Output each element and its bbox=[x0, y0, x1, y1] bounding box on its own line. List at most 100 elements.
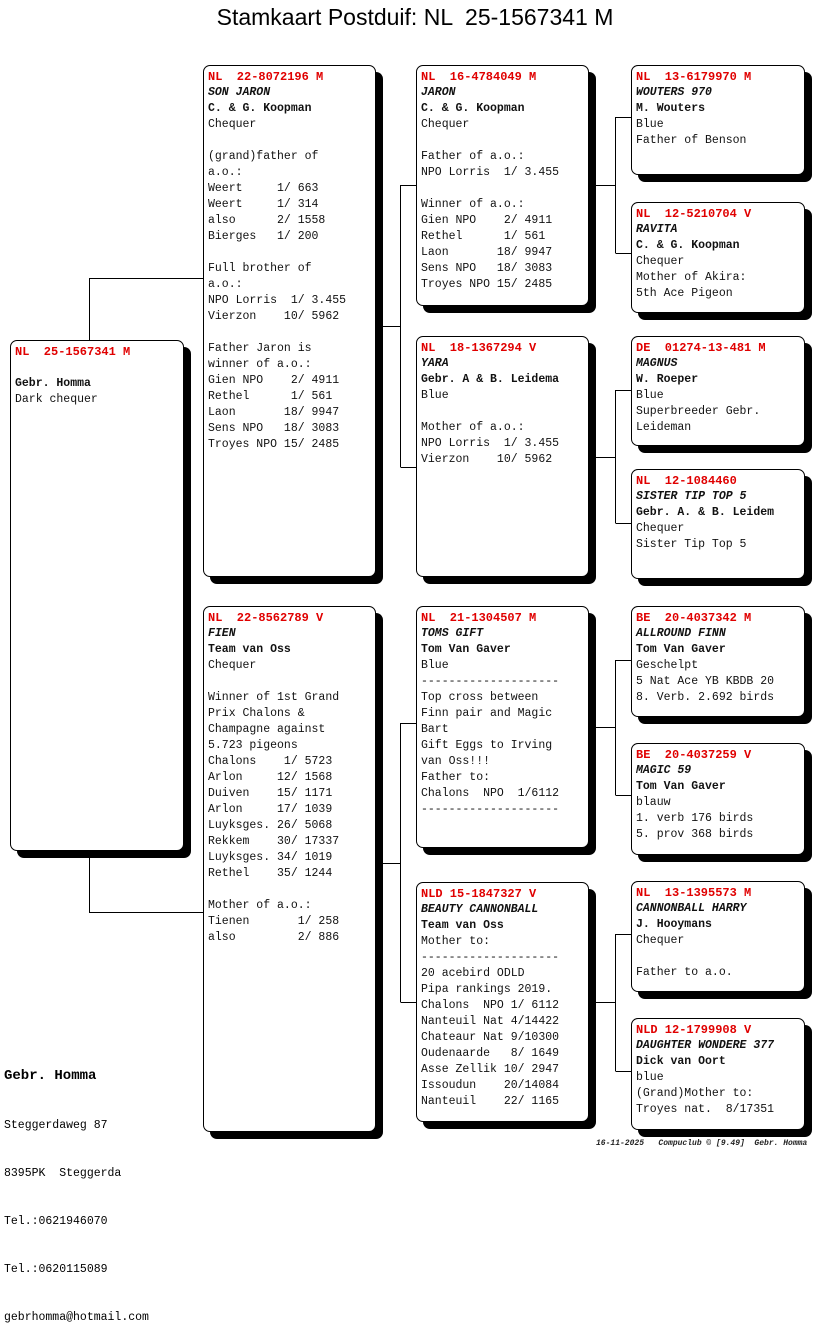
pigeon-name: SON JARON bbox=[208, 86, 271, 99]
pigeon-name: JARON bbox=[421, 86, 456, 99]
info-line: Pipa rankings 2019. bbox=[421, 983, 553, 996]
breeder-name: Dick van Oort bbox=[636, 1055, 726, 1068]
pedigree-card-mm-father[interactable]: NL 13-1395573 M CANNONBALL HARRY J. Hooyma… bbox=[631, 881, 805, 992]
info-line: Blue bbox=[636, 389, 664, 402]
info-line: Arlon 12/ 1568 bbox=[208, 771, 333, 784]
info-line: Tienen 1/ 258 bbox=[208, 915, 340, 928]
info-line: Mother to: bbox=[421, 935, 491, 948]
connector-line bbox=[596, 934, 631, 1072]
pedigree-card-ff-mother[interactable]: NL 12-5210704 V RAVITA C. & G. Koopman Cheq… bbox=[631, 202, 805, 313]
info-line: a.o.: bbox=[208, 278, 243, 291]
info-line: NPO Lorris 1/ 3.455 bbox=[421, 437, 560, 450]
info-line: Vierzon 10/ 5962 bbox=[421, 453, 553, 466]
info-line: Chalons NPO 1/ 6112 bbox=[421, 999, 560, 1012]
info-line bbox=[208, 674, 371, 690]
info-line bbox=[208, 133, 371, 149]
info-line: -------------------- bbox=[421, 803, 560, 816]
info-line: winner of a.o.: bbox=[208, 358, 312, 371]
info-line: Bart bbox=[421, 723, 449, 736]
ring-number: NL 18-1367294 V bbox=[421, 341, 537, 355]
ring-number: NL 22-8562789 V bbox=[208, 611, 324, 625]
ring-number: NL 12-1084460 bbox=[636, 474, 737, 488]
pigeon-name: FIEN bbox=[208, 627, 236, 640]
info-line: Chalons 1/ 5723 bbox=[208, 755, 333, 768]
pigeon-name: YARA bbox=[421, 357, 449, 370]
info-line: van Oss!!! bbox=[421, 755, 491, 768]
info-line: Gift Eggs to Irving bbox=[421, 739, 553, 752]
pedigree-card-father-father[interactable]: NL 16-4784049 M JARON C. & G. Koopman Chequ… bbox=[416, 65, 589, 306]
owner-address-line: Steggerdaweg 87 bbox=[4, 1119, 108, 1132]
info-line: Father of a.o.: bbox=[421, 150, 525, 163]
ring-number: NL 12-5210704 V bbox=[636, 207, 752, 221]
info-line: Dark chequer bbox=[15, 393, 98, 406]
info-line: Rethel 1/ 561 bbox=[208, 390, 333, 403]
pedigree-card-ff-father[interactable]: NL 13-6179970 M WOUTERS 970 M. Wouters Blue… bbox=[631, 65, 805, 175]
breeder-name: Gebr. A & B. Leidema bbox=[421, 373, 560, 386]
pedigree-card-subject[interactable]: NL 25-1567341 M Gebr. Homma Dark chequer bbox=[10, 340, 184, 851]
connector-line bbox=[596, 117, 631, 254]
info-line bbox=[208, 882, 371, 898]
info-line: 5 Nat Ace YB KBDB 20 bbox=[636, 675, 775, 688]
pigeon-name: MAGNUS bbox=[636, 357, 678, 370]
info-line: Gien NPO 2/ 4911 bbox=[208, 374, 340, 387]
info-line bbox=[421, 133, 584, 149]
pedigree-card-mf-mother[interactable]: BE 20-4037259 V MAGIC 59 Tom Van Gaver blau… bbox=[631, 743, 805, 855]
info-line: Sens NPO 18/ 3083 bbox=[421, 262, 553, 275]
info-line: (grand)father of bbox=[208, 150, 319, 163]
pedigree-card-mother[interactable]: NL 22-8562789 V FIEN Team van Oss Chequer W… bbox=[203, 606, 376, 1132]
info-line: Laon 18/ 9947 bbox=[208, 406, 340, 419]
pigeon-name: BEAUTY CANNONBALL bbox=[421, 903, 539, 916]
ring-number: NL 13-1395573 M bbox=[636, 886, 752, 900]
info-line: Chequer bbox=[208, 659, 257, 672]
info-line: Winner of a.o.: bbox=[421, 198, 525, 211]
info-line: Mother of a.o.: bbox=[421, 421, 525, 434]
info-line: Oudenaarde 8/ 1649 bbox=[421, 1047, 560, 1060]
breeder-name: Team van Oss bbox=[421, 919, 504, 932]
info-line: Nanteuil Nat 4/14422 bbox=[421, 1015, 560, 1028]
info-line: Sens NPO 18/ 3083 bbox=[208, 422, 340, 435]
pedigree-card-fm-father[interactable]: DE 01274-13-481 M MAGNUS W. Roeper Blue Supe… bbox=[631, 336, 805, 446]
pedigree-card-mm-mother[interactable]: NLD 12-1799908 V DAUGHTER WONDERE 377 Dick… bbox=[631, 1018, 805, 1130]
pigeon-name: TOMS GIFT bbox=[421, 627, 484, 640]
pigeon-name: RAVITA bbox=[636, 223, 678, 236]
info-line: Vierzon 10/ 5962 bbox=[208, 310, 340, 323]
owner-email: gebrhomma@hotmail.com bbox=[4, 1311, 149, 1324]
spacer bbox=[15, 360, 179, 376]
info-line: (Grand)Mother to: bbox=[636, 1087, 754, 1100]
breeder-name: W. Roeper bbox=[636, 373, 699, 386]
info-line: NPO Lorris 1/ 3.455 bbox=[421, 166, 560, 179]
info-line: Blue bbox=[636, 118, 664, 131]
info-line: also 2/ 1558 bbox=[208, 214, 326, 227]
pedigree-card-mother-mother[interactable]: NLD 15-1847327 V BEAUTY CANNONBALL Team va… bbox=[416, 882, 589, 1122]
info-line bbox=[421, 181, 584, 197]
info-line bbox=[208, 325, 371, 341]
pedigree-card-mf-father[interactable]: BE 20-4037342 M ALLROUND FINN Tom Van Gave… bbox=[631, 606, 805, 717]
info-line: Mother of Akira: bbox=[636, 271, 747, 284]
info-line: Nanteuil 22/ 1165 bbox=[421, 1095, 560, 1108]
breeder-name: C. & G. Koopman bbox=[421, 102, 525, 115]
info-line: -------------------- bbox=[421, 675, 560, 688]
owner-phone: Tel.:0621946070 bbox=[4, 1215, 108, 1228]
pedigree-connectors bbox=[89, 117, 631, 1072]
owner-phone: Tel.:0620115089 bbox=[4, 1263, 108, 1276]
info-line: NPO Lorris 1/ 3.455 bbox=[208, 294, 347, 307]
info-line: 8. Verb. 2.692 birds bbox=[636, 691, 775, 704]
breeder-name: M. Wouters bbox=[636, 102, 706, 115]
pedigree-card-fm-mother[interactable]: NL 12-1084460 SISTER TIP TOP 5 Gebr. A. & … bbox=[631, 469, 805, 579]
pedigree-card-father[interactable]: NL 22-8072196 M SON JARON C. & G. Koopman C… bbox=[203, 65, 376, 577]
info-line: Blue bbox=[421, 659, 449, 672]
info-line: 5th Ace Pigeon bbox=[636, 287, 733, 300]
connector-line bbox=[383, 185, 416, 468]
info-line: 20 acebird ODLD bbox=[421, 967, 525, 980]
breeder-name: J. Hooymans bbox=[636, 918, 712, 931]
info-line: Superbreeder Gebr. bbox=[636, 405, 761, 418]
pigeon-name: MAGIC 59 bbox=[636, 764, 692, 777]
pedigree-card-mother-father[interactable]: NL 21-1304507 M TOMS GIFT Tom Van Gaver Blu… bbox=[416, 606, 589, 848]
info-line: also 2/ 886 bbox=[208, 931, 340, 944]
info-line: Winner of 1st Grand bbox=[208, 691, 340, 704]
owner-name: Gebr. Homma bbox=[4, 1068, 97, 1084]
info-line: Father of Benson bbox=[636, 134, 747, 147]
owner-address-block: Gebr. Homma Steggerdaweg 87 8395PK Stegg… bbox=[4, 1034, 149, 1342]
info-line: blauw bbox=[636, 796, 671, 809]
pedigree-card-father-mother[interactable]: NL 18-1367294 V YARA Gebr. A & B. Leidema B… bbox=[416, 336, 589, 577]
